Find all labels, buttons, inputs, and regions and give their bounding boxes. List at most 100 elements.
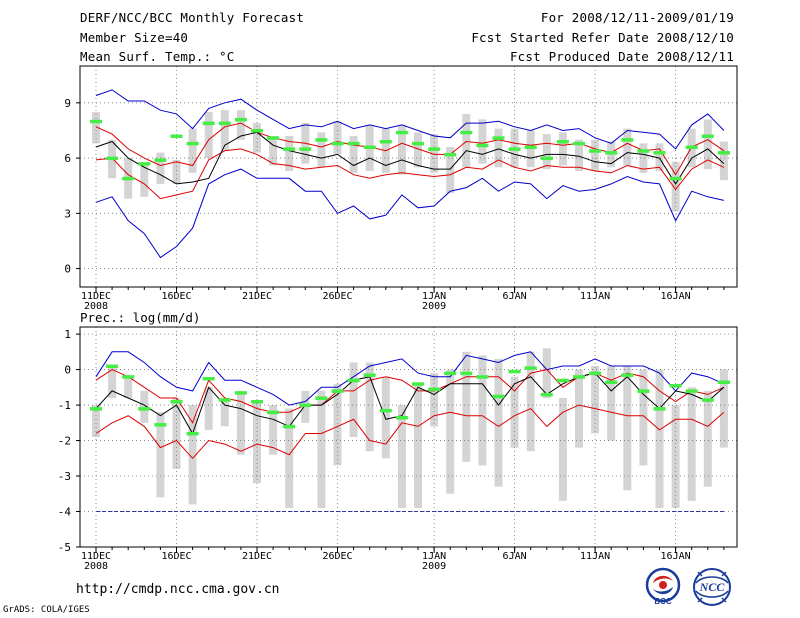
obs-marker: [379, 140, 392, 144]
obs-marker: [267, 410, 280, 415]
obs-marker: [428, 147, 441, 151]
obs-marker: [492, 136, 505, 140]
obs-marker: [186, 141, 199, 146]
x-tick-label: 11DEC: [81, 291, 111, 302]
spread-bar: [671, 405, 680, 508]
x-tick-year: 2009: [422, 561, 446, 572]
obs-marker: [412, 382, 424, 386]
spread-bar: [124, 376, 133, 398]
spread-bar: [623, 366, 632, 491]
spread-bar: [446, 147, 455, 194]
obs-marker: [444, 152, 457, 157]
obs-marker: [202, 121, 215, 126]
x-tick-label: 16DEC: [161, 551, 191, 562]
obs-marker: [492, 394, 505, 399]
obs-marker: [122, 176, 135, 181]
p25-line: [95, 148, 725, 200]
spread-bar: [285, 135, 294, 171]
obs-marker: [186, 431, 199, 436]
obs-marker: [138, 407, 151, 411]
obs-marker: [669, 176, 682, 181]
precip-title: Prec.: log(mm/d): [80, 310, 200, 325]
obs-marker: [605, 380, 618, 384]
x-tick-label: 26DEC: [322, 291, 352, 302]
spread-bar: [349, 135, 358, 173]
y-tick-label: -1: [58, 399, 71, 412]
spread-bar: [719, 141, 728, 181]
spread-bar: [188, 128, 197, 173]
obs-marker: [685, 389, 698, 393]
grads-credit: GrADS: COLA/IGES: [3, 605, 90, 615]
x-tick-label: 16JAN: [661, 551, 691, 562]
x-tick-label: 1JAN: [422, 551, 446, 562]
y-tick-label: -2: [58, 435, 71, 448]
obs-marker: [90, 119, 102, 124]
spread-bar: [414, 383, 422, 508]
obs-marker: [412, 141, 424, 146]
obs-marker: [299, 147, 312, 151]
obs-marker: [315, 396, 328, 400]
obs-marker: [347, 378, 360, 383]
spread-bar: [494, 358, 503, 487]
spread-bar: [172, 159, 181, 184]
spread-bar: [462, 351, 471, 462]
spread-bar: [575, 139, 583, 171]
mean-line: [95, 372, 725, 435]
y-tick-label: 0: [64, 263, 71, 276]
obs-marker: [637, 149, 650, 153]
obs-marker: [363, 145, 376, 150]
obs-marker: [573, 375, 585, 379]
obs-marker: [218, 121, 231, 126]
spread-bar: [655, 369, 664, 508]
obs-marker: [331, 141, 344, 146]
ncc-logo: NCC: [693, 568, 731, 606]
spread-bar: [236, 394, 245, 455]
spread-bar: [204, 387, 213, 430]
obs-marker: [363, 373, 376, 377]
obs-marker: [717, 151, 730, 155]
spread-bar: [92, 405, 100, 437]
x-tick-label: 16DEC: [161, 291, 191, 302]
svg-text:NCC: NCC: [699, 580, 726, 594]
spread-bar: [333, 383, 342, 466]
spread-bar: [655, 143, 664, 171]
obs-marker: [573, 141, 585, 146]
spread-bar: [156, 412, 165, 498]
x-tick-label: 6JAN: [503, 551, 527, 562]
spread-bar: [719, 369, 728, 448]
spread-bar: [397, 124, 406, 175]
x-tick-label: 6JAN: [503, 291, 527, 302]
obs-marker: [653, 407, 666, 411]
obs-marker: [154, 158, 167, 162]
obs-marker: [379, 408, 392, 413]
obs-marker: [476, 375, 489, 379]
y-tick-label: -5: [58, 541, 71, 554]
obs-marker: [717, 380, 730, 384]
obs-marker: [251, 128, 263, 133]
obs-marker: [589, 371, 602, 376]
obs-marker: [315, 138, 328, 142]
spread-bar: [639, 143, 648, 173]
spread-bar: [558, 397, 567, 501]
y-tick-label: 3: [64, 207, 71, 220]
plot-frame: [79, 65, 738, 288]
spread-bar: [687, 387, 696, 501]
spread-bar: [607, 366, 616, 441]
svg-text:BCC: BCC: [654, 597, 672, 606]
obs-marker: [90, 407, 102, 411]
obs-marker: [234, 391, 247, 395]
source-url[interactable]: http://cmdp.ncc.cma.gov.cn: [76, 582, 280, 597]
spread-bar: [253, 123, 261, 153]
spread-bar: [92, 112, 100, 144]
variable-label: Mean Surf. Temp.: °C: [80, 49, 235, 64]
obs-marker: [395, 415, 408, 420]
x-tick-label: 11DEC: [81, 551, 111, 562]
y-tick-label: 0: [64, 364, 71, 377]
obs-marker: [122, 375, 135, 379]
mean-line: [95, 131, 725, 185]
obs-marker: [621, 373, 634, 377]
spread-bar: [269, 135, 278, 166]
obs-marker: [138, 162, 151, 166]
